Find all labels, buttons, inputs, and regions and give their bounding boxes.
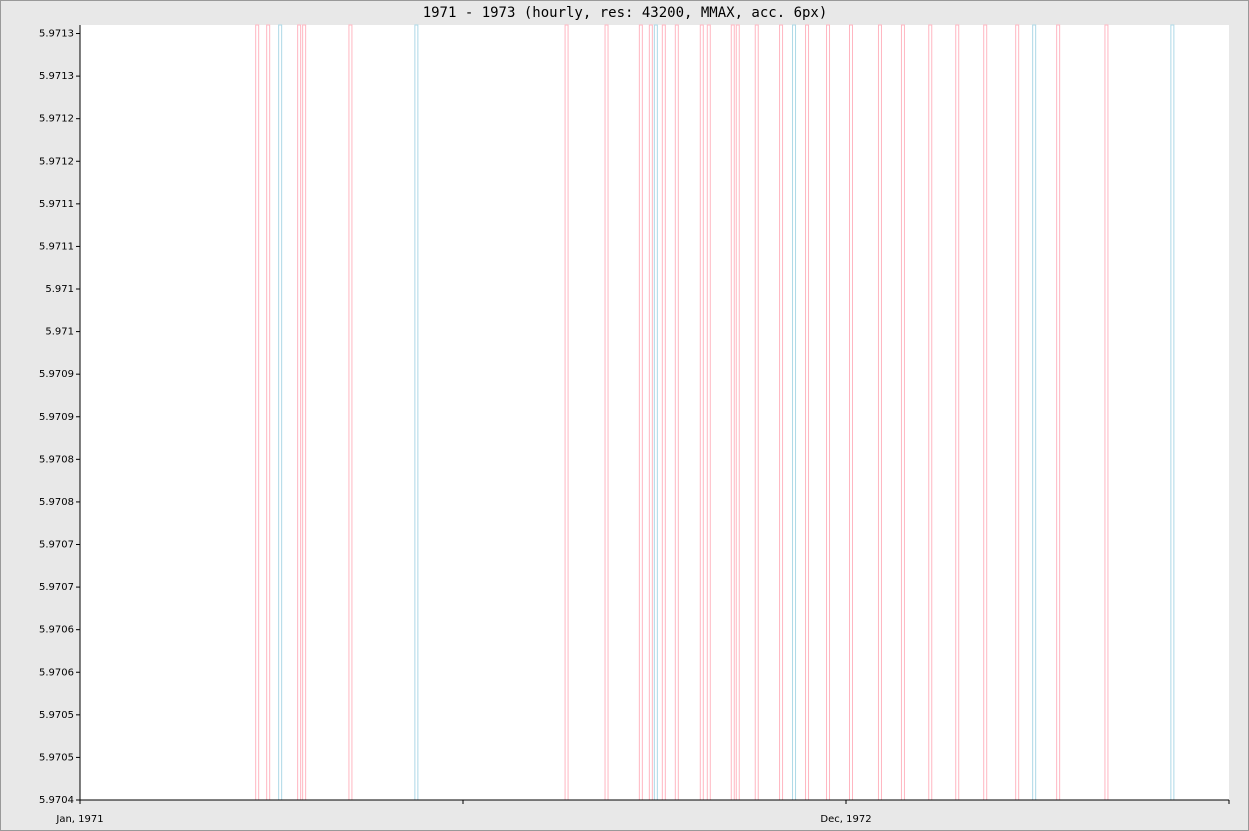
y-tick-label: 5.9706 — [39, 667, 74, 678]
x-tick-label: Jan, 1971 — [55, 814, 103, 825]
y-tick-label: 5.971 — [45, 284, 74, 295]
x-tick-label: Dec, 1972 — [820, 814, 871, 825]
y-tick-label: 5.9707 — [39, 582, 74, 593]
y-tick-label: 5.9704 — [39, 795, 74, 806]
y-tick-label: 5.9712 — [39, 156, 74, 167]
y-tick-label: 5.9709 — [39, 369, 74, 380]
y-tick-label: 5.9711 — [39, 199, 74, 210]
chart-title: 1971 - 1973 (hourly, res: 43200, MMAX, a… — [423, 5, 828, 21]
y-tick-label: 5.9713 — [39, 29, 74, 40]
y-tick-label: 5.9712 — [39, 114, 74, 125]
y-tick-label: 5.9713 — [39, 71, 74, 82]
y-tick-label: 5.9705 — [39, 752, 74, 763]
y-tick-label: 5.9709 — [39, 412, 74, 423]
y-tick-label: 5.9706 — [39, 625, 74, 636]
y-tick-label: 5.9707 — [39, 540, 74, 551]
y-tick-label: 5.9705 — [39, 710, 74, 721]
y-tick-label: 5.9711 — [39, 241, 74, 252]
y-tick-label: 5.9708 — [39, 454, 74, 465]
y-tick-label: 5.9708 — [39, 497, 74, 508]
y-tick-label: 5.971 — [45, 327, 74, 338]
